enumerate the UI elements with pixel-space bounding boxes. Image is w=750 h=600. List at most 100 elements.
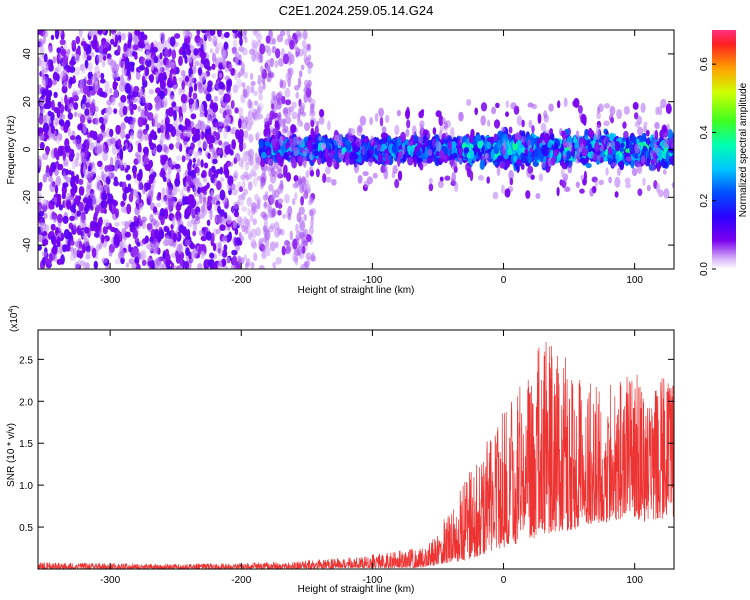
heatmap-cell — [250, 118, 254, 126]
heatmap-cell — [321, 142, 327, 151]
heatmap-cell — [357, 175, 363, 184]
heatmap-cell — [214, 122, 220, 128]
heatmap-cell — [74, 195, 80, 205]
heatmap-cell — [194, 60, 200, 67]
heatmap-cell — [288, 67, 294, 77]
heatmap-cell — [442, 154, 448, 161]
heatmap-cell — [75, 36, 81, 45]
heatmap-cell — [255, 51, 259, 63]
heatmap-cell — [105, 127, 111, 139]
heatmap-cell — [241, 82, 246, 88]
heatmap-cell — [443, 121, 448, 130]
heatmap-cell — [287, 246, 292, 253]
heatmap-cell — [220, 177, 224, 183]
heatmap-cell — [419, 120, 425, 129]
heatmap-cell — [173, 163, 181, 170]
heatmap-cell — [124, 64, 131, 70]
heatmap-cell — [69, 215, 75, 222]
heatmap-cell — [301, 183, 308, 193]
heatmap-cell — [199, 111, 205, 118]
heatmap-cell — [72, 223, 77, 231]
heatmap-cell — [331, 179, 337, 186]
heatmap-cell — [152, 46, 158, 53]
heatmap-cell — [164, 116, 170, 127]
heatmap-cell — [63, 124, 69, 133]
heatmap-cell — [183, 30, 190, 39]
heatmap-cell — [241, 155, 249, 161]
heatmap-cell — [236, 78, 242, 89]
heatmap-cell — [191, 207, 196, 218]
heatmap-cell — [57, 163, 64, 171]
heatmap-cell — [256, 131, 262, 138]
heatmap-cell — [297, 77, 302, 88]
heatmap-cell — [295, 237, 300, 246]
heatmap-cell — [188, 98, 195, 105]
heatmap-cell — [159, 208, 166, 217]
heatmap-cell — [66, 199, 71, 210]
heatmap-cell — [142, 97, 146, 104]
heatmap-cell — [133, 215, 138, 222]
heatmap-cell — [206, 133, 213, 145]
heatmap-cell — [223, 128, 228, 139]
heatmap-cell — [277, 203, 283, 209]
heatmap-cell — [196, 166, 200, 176]
heatmap-cell — [45, 98, 52, 110]
heatmap-cell — [89, 230, 94, 236]
heatmap-cell — [273, 127, 279, 138]
heatmap-cell — [141, 216, 148, 223]
heatmap-cell — [237, 260, 242, 269]
heatmap-cell — [175, 215, 181, 222]
heatmap-cell — [50, 125, 56, 135]
heatmap-cell — [118, 60, 125, 68]
heatmap-cell — [285, 99, 292, 106]
heatmap-cell — [261, 251, 267, 259]
heatmap-cell — [279, 186, 284, 194]
heatmap-cell — [294, 192, 298, 201]
heatmap-cell — [234, 152, 241, 162]
heatmap-cell — [73, 102, 79, 110]
heatmap-cell — [186, 48, 192, 56]
heatmap-cell — [458, 111, 464, 121]
heatmap-cell — [172, 75, 177, 86]
heatmap-cell — [38, 84, 43, 95]
heatmap-cell — [164, 49, 169, 58]
heatmap-cell — [407, 145, 411, 153]
heatmap-cell — [209, 48, 214, 54]
heatmap-cell — [276, 34, 284, 43]
heatmap-cell — [139, 38, 145, 45]
heatmap-cell — [216, 180, 222, 191]
heatmap-cell — [134, 54, 138, 60]
heatmap-cell — [126, 75, 132, 82]
heatmap-cell — [76, 152, 80, 161]
heatmap-cell — [253, 171, 257, 177]
heatmap-cell — [267, 207, 273, 218]
heatmap-cell — [201, 170, 207, 178]
heatmap-cell — [401, 146, 406, 154]
heatmap-cell — [110, 59, 117, 71]
heatmap-cell — [310, 255, 317, 262]
heatmap-cell — [145, 101, 149, 110]
heatmap-cell — [369, 116, 373, 126]
heatmap-cell — [164, 194, 171, 206]
heatmap-cell — [185, 154, 191, 161]
heatmap-cell — [200, 159, 204, 168]
heatmap-cell — [80, 213, 87, 224]
heatmap-cell — [186, 130, 191, 138]
heatmap-cell — [112, 81, 117, 90]
heatmap-cell — [84, 146, 89, 158]
heatmap-cell — [120, 122, 126, 131]
heatmap-cell — [90, 89, 95, 96]
heatmap-cell — [292, 253, 297, 262]
heatmap-cell — [78, 84, 83, 90]
heatmap-cell — [206, 65, 212, 71]
heatmap-cell — [277, 58, 284, 67]
heatmap-cell — [285, 142, 290, 150]
heatmap-cell — [310, 127, 315, 139]
heatmap-cell — [203, 124, 210, 130]
heatmap-cell — [211, 232, 215, 244]
heatmap-cell — [312, 143, 318, 150]
heatmap-cell — [190, 250, 197, 259]
heatmap-cell — [270, 241, 276, 252]
heatmap-cell — [209, 30, 216, 36]
heatmap-cell — [310, 208, 317, 215]
